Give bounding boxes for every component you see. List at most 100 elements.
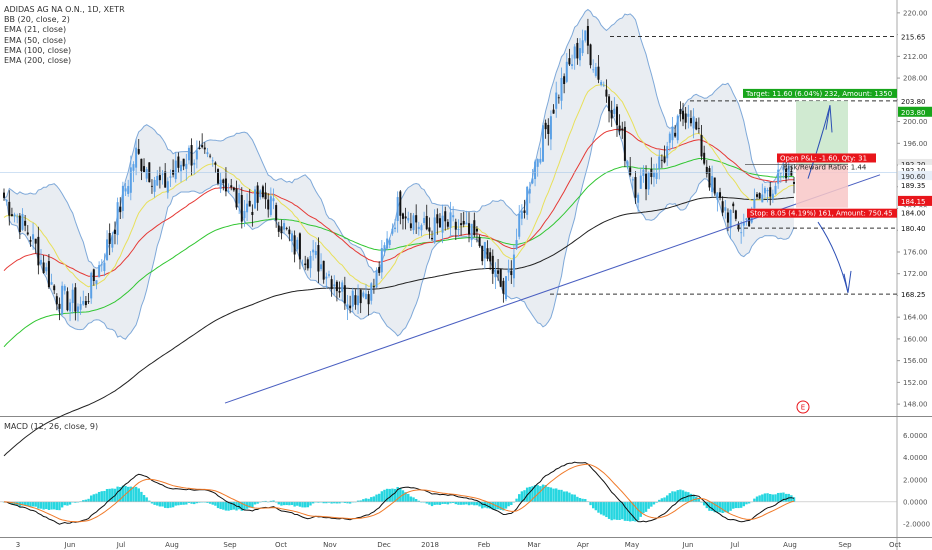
candle (787, 160, 790, 180)
time-tick-label: Jul (116, 541, 126, 549)
price-badge-184: 184.00 (901, 209, 926, 217)
candle-body (584, 30, 587, 41)
candle-body (37, 236, 40, 266)
histogram-bar (623, 501, 627, 521)
candle (246, 193, 249, 221)
histogram-bar (274, 501, 278, 503)
candle-body (790, 170, 793, 176)
candle (314, 242, 317, 259)
price-badge-189: 189.35 (901, 182, 926, 190)
histogram-bar (547, 486, 550, 502)
candle-body (692, 116, 695, 129)
indicator-bb[interactable]: BB (20, close, 2) (4, 15, 70, 25)
candle (734, 209, 737, 222)
histogram-bar (42, 501, 45, 510)
candle-body (423, 217, 426, 224)
candle (116, 197, 119, 245)
histogram-bar (541, 484, 545, 502)
candle (201, 133, 204, 149)
histogram-bar (206, 501, 209, 503)
histogram-bar (499, 501, 502, 510)
candle-body (10, 214, 13, 217)
candle-body (740, 232, 743, 234)
candle (571, 54, 574, 70)
candle-body (174, 160, 177, 180)
candle-body (47, 261, 50, 288)
histogram-bar (594, 501, 598, 511)
candle-body (76, 306, 79, 313)
macd-title[interactable]: MACD (12, 26, close, 9) (4, 422, 99, 431)
candle (584, 30, 587, 43)
candle-body (684, 113, 687, 123)
histogram-bar (383, 489, 386, 502)
candle (283, 218, 286, 234)
candle (42, 255, 45, 274)
candle-body (578, 48, 581, 61)
candle-body (454, 221, 457, 230)
candle (457, 219, 460, 237)
candle (317, 237, 320, 284)
histogram-bar (488, 501, 492, 509)
candle (674, 125, 677, 138)
candle (349, 295, 352, 314)
candle (526, 185, 529, 220)
candle-body (312, 249, 315, 253)
candle-body (465, 222, 468, 225)
candle (243, 200, 246, 227)
candle-body (111, 235, 114, 248)
candle-body (481, 245, 484, 262)
histogram-bar (60, 501, 64, 508)
histogram-bar (399, 488, 402, 502)
price-tick-label: 172.00 (903, 270, 928, 278)
candle-body (483, 242, 486, 259)
indicator-ema50[interactable]: EMA (50, close) (4, 35, 67, 45)
candle (502, 277, 505, 303)
histogram-bar (311, 501, 315, 504)
candle (92, 268, 95, 286)
candle (549, 110, 552, 151)
symbol-title[interactable]: ADIDAS AG NA O.N., 1D, XETR (4, 5, 125, 14)
histogram-bar (264, 500, 267, 502)
indicator-ema21[interactable]: EMA (21, close) (4, 25, 67, 35)
candle (150, 179, 153, 194)
candle-body (605, 89, 608, 97)
price-badge-168-bg (898, 289, 932, 300)
indicator-ema100[interactable]: EMA (100, close) (4, 45, 72, 55)
earnings-letter: E (801, 404, 805, 412)
histogram-bar (227, 501, 230, 511)
candle-body (391, 228, 394, 234)
candle (462, 211, 465, 228)
histogram-bar (742, 501, 745, 507)
histogram-bar (533, 485, 537, 502)
histogram-bar (422, 501, 426, 503)
histogram-bar (79, 501, 82, 502)
histogram-bar (325, 501, 328, 504)
candle (137, 139, 140, 155)
time-tick-label: Mar (527, 541, 540, 549)
candle-body (214, 162, 217, 165)
histogram-bar (417, 500, 421, 502)
candle-body (364, 293, 367, 300)
candle (520, 204, 523, 226)
price-badge-215: 215.65 (901, 34, 926, 42)
candle (230, 178, 233, 191)
candle (420, 223, 423, 236)
candle (290, 230, 293, 253)
candle (470, 223, 473, 248)
candle-body (39, 259, 42, 265)
candle-body (127, 186, 130, 194)
candle (71, 283, 74, 314)
candle (592, 59, 595, 73)
histogram-bar (296, 501, 299, 506)
candle-body (407, 217, 410, 221)
histogram-bar (216, 501, 220, 509)
candle (322, 260, 325, 284)
candle (301, 259, 304, 267)
indicator-ema200[interactable]: EMA (200, close) (4, 56, 72, 66)
histogram-bar (676, 490, 679, 502)
candle-body (510, 270, 513, 276)
candle-body (412, 215, 415, 231)
candle (779, 172, 782, 183)
candle-body (507, 268, 510, 273)
